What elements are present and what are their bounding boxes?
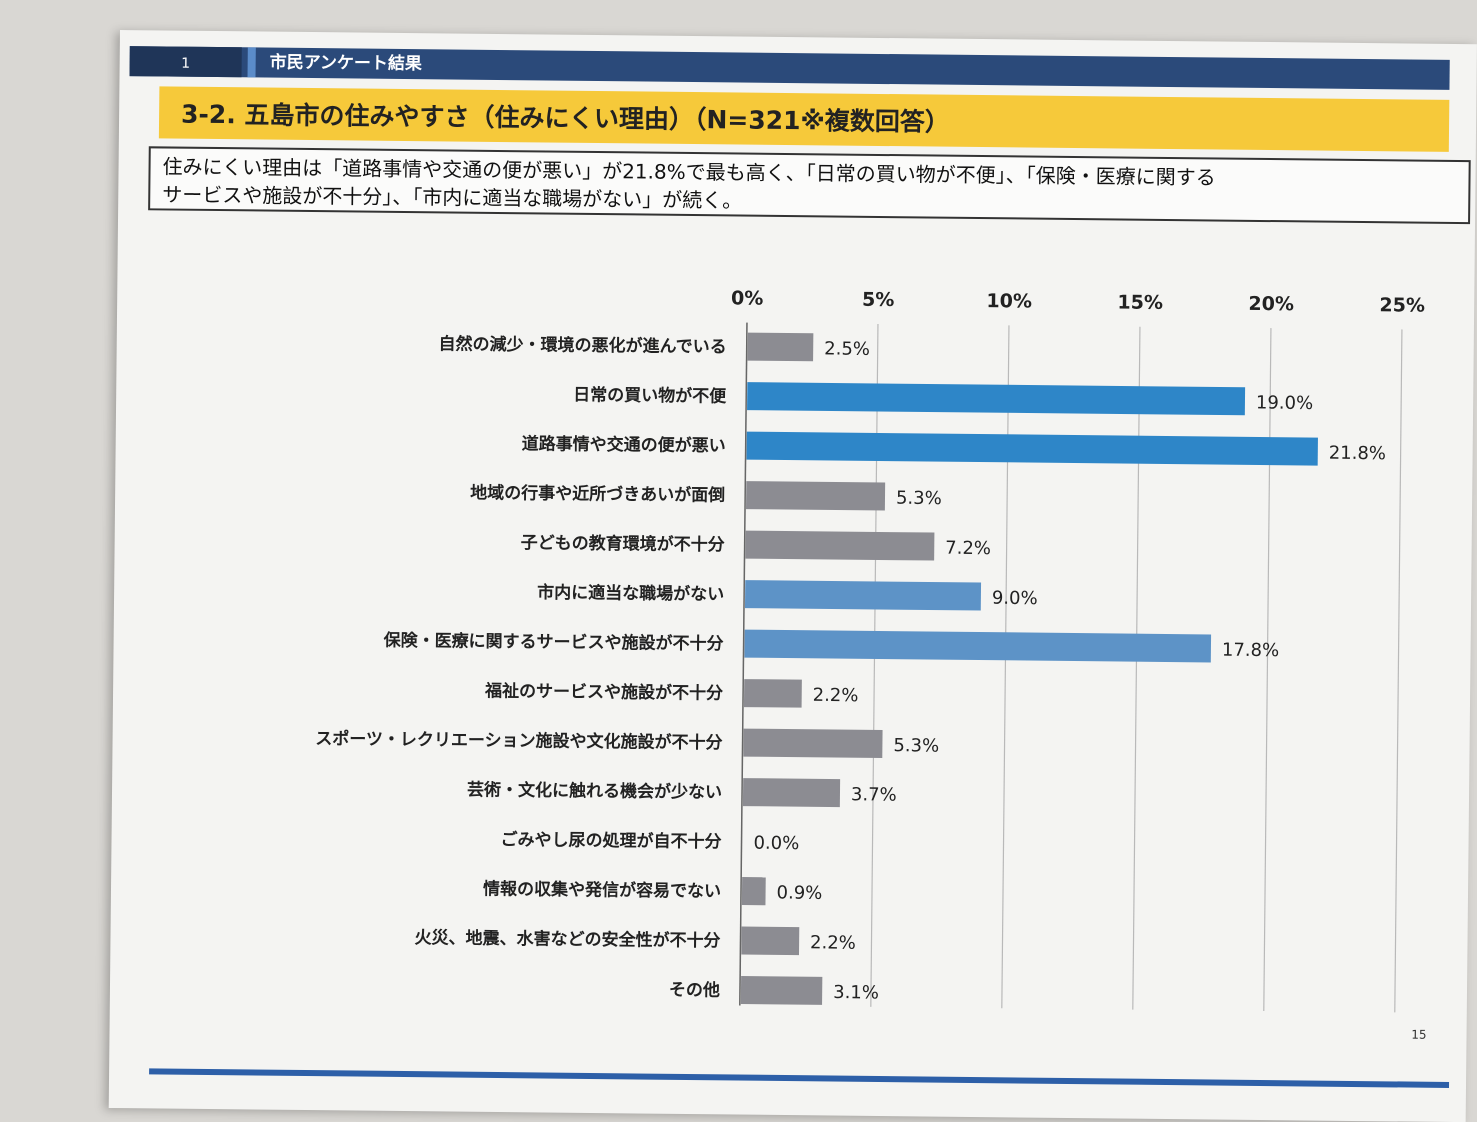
- summary-box: 住みにくい理由は「道路事情や交通の便が悪い」が21.8%で最も高く、「日常の買い…: [148, 146, 1471, 224]
- category-label: 日常の買い物が不便: [573, 384, 727, 407]
- document-page: 1 市民アンケート結果 3-2. 五島市の住みやすさ（住みにくい理由）（N=32…: [109, 30, 1477, 1122]
- x-tick-label: 25%: [1379, 294, 1425, 316]
- gridline: [871, 324, 878, 1007]
- data-label: 7.2%: [945, 538, 991, 559]
- data-label: 19.0%: [1256, 392, 1313, 414]
- bar: [743, 778, 840, 807]
- bar: [747, 432, 1318, 466]
- gridline: [1395, 329, 1402, 1012]
- x-tick-label: 20%: [1248, 293, 1294, 315]
- header-accent: [248, 47, 256, 77]
- category-label: 福祉のサービスや施設が不十分: [484, 680, 723, 704]
- data-label: 3.1%: [833, 982, 879, 1003]
- bar: [744, 630, 1211, 663]
- category-label: スポーツ・レクリエーション施設や文化施設が不十分: [315, 728, 723, 753]
- header-bar: 1 市民アンケート結果: [130, 46, 1450, 90]
- x-tick-label: 10%: [986, 290, 1032, 312]
- category-label: 自然の減少・環境の悪化が進んでいる: [438, 333, 726, 357]
- data-label: 17.8%: [1222, 640, 1279, 662]
- data-label: 5.3%: [893, 735, 939, 756]
- bar: [748, 333, 814, 362]
- category-label: 火災、地震、水害などの安全性が不十分: [414, 927, 720, 951]
- gridline: [1133, 327, 1140, 1010]
- gridline: [1264, 328, 1271, 1011]
- header-section-title: 市民アンケート結果: [270, 48, 423, 80]
- data-label: 9.0%: [992, 588, 1038, 609]
- data-label: 3.7%: [851, 784, 897, 805]
- data-label: 0.0%: [753, 833, 799, 854]
- bar: [743, 729, 882, 758]
- category-label: 保険・医療に関するサービスや施設が不十分: [383, 630, 724, 655]
- bar: [741, 976, 823, 1005]
- x-tick-label: 5%: [862, 289, 894, 311]
- gridline: [1002, 325, 1009, 1008]
- category-label: 子どもの教育環境が不十分: [521, 532, 725, 555]
- category-label: 情報の収集や発信が容易でない: [483, 878, 721, 901]
- bar: [744, 679, 802, 708]
- data-label: 5.3%: [896, 488, 942, 509]
- category-label: 道路事情や交通の便が悪い: [522, 433, 726, 456]
- page-number: 15: [1411, 1028, 1426, 1042]
- x-tick-label: 0%: [731, 287, 763, 309]
- bar: [746, 481, 885, 510]
- data-label: 2.2%: [810, 932, 856, 953]
- bar: [745, 580, 981, 610]
- data-label: 0.9%: [776, 882, 822, 903]
- bar: [742, 877, 766, 905]
- category-label: 地域の行事や近所づきあいが面倒: [470, 482, 725, 506]
- bar: [747, 382, 1245, 415]
- data-label: 2.2%: [813, 685, 859, 706]
- category-label: その他: [669, 979, 720, 1001]
- bar: [745, 531, 934, 561]
- title-band: 3-2. 五島市の住みやすさ（住みにくい理由）（N=321※複数回答）: [159, 86, 1449, 152]
- footer-bar: [149, 1068, 1449, 1088]
- category-label: 市内に適当な職場がない: [537, 582, 724, 605]
- x-tick-label: 15%: [1117, 291, 1163, 313]
- category-label: ごみやし尿の処理が自不十分: [500, 829, 721, 852]
- bar: [741, 927, 799, 956]
- category-label: 芸術・文化に触れる機会が少ない: [467, 779, 722, 803]
- data-label: 21.8%: [1329, 443, 1386, 465]
- header-page-number: 1: [130, 46, 242, 77]
- page-title: 3-2. 五島市の住みやすさ（住みにくい理由）（N=321※複数回答）: [181, 95, 950, 139]
- data-label: 2.5%: [824, 338, 870, 359]
